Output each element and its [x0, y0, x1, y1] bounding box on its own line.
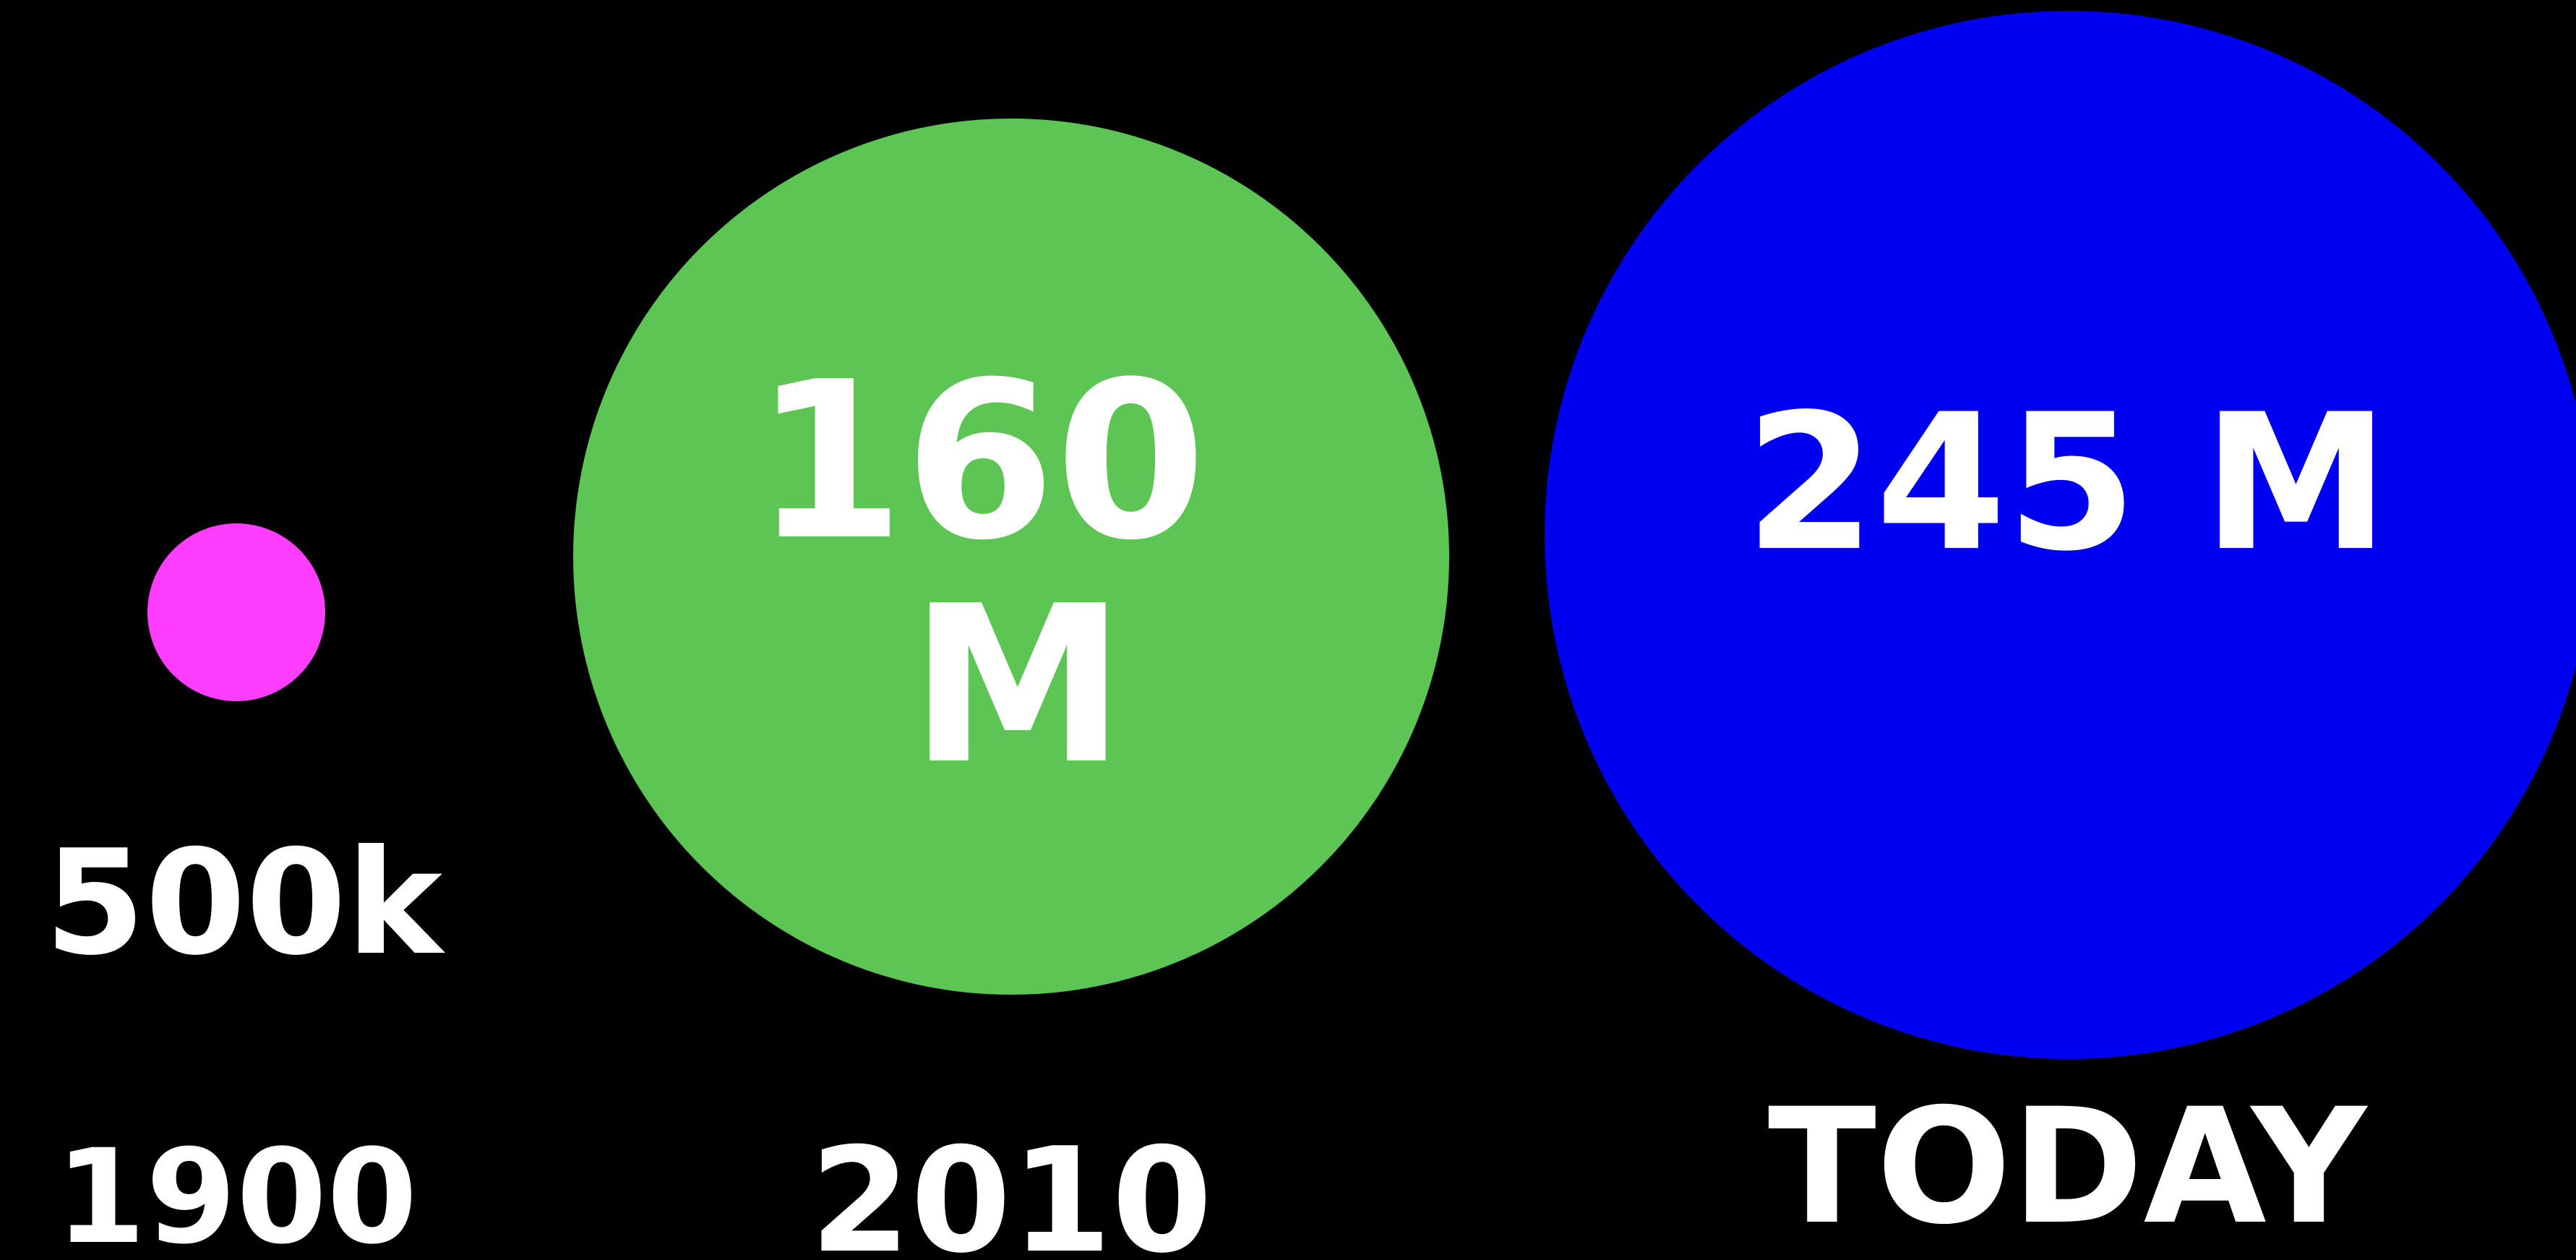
value-label-1900: 500k: [45, 819, 445, 987]
category-label-1900: 1900: [56, 1122, 418, 1260]
category-label-2010: 2010: [810, 1117, 1213, 1260]
bubble-2010: [573, 119, 1449, 995]
category-label-today: TODAY: [1768, 1074, 2369, 1259]
value-label-2010: 160 M: [754, 335, 1282, 812]
bubble-today: [1545, 11, 2576, 1059]
bubble-1900: [147, 523, 325, 701]
value-label-today: 245 M: [1745, 374, 2390, 593]
